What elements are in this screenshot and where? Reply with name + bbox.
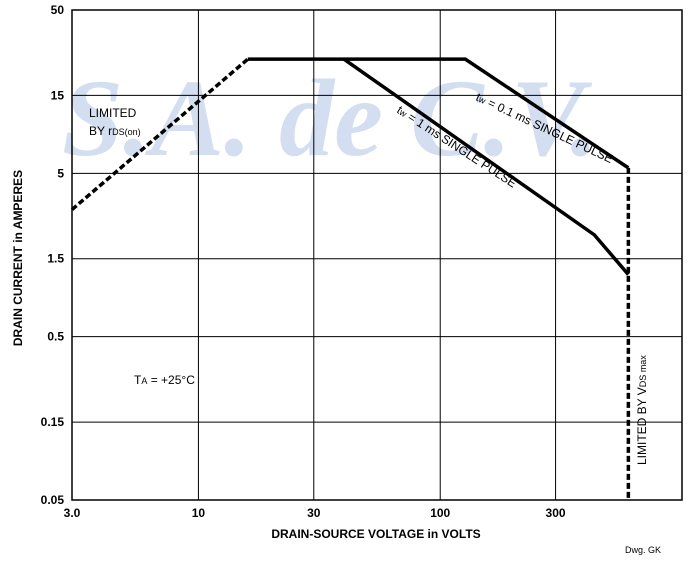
annotation: LIMITED	[89, 106, 137, 120]
annotation-part: t	[474, 90, 484, 104]
annotation-part: t	[394, 103, 405, 117]
y-tick-label: 15	[51, 88, 65, 102]
x-tick-label: 30	[307, 506, 321, 520]
annotation-part: BY r	[89, 124, 112, 138]
annotation-sub: A	[141, 376, 147, 386]
annotation-sub: w	[476, 94, 487, 106]
x-axis-label: DRAIN-SOURCE VOLTAGE in VOLTS	[271, 527, 480, 541]
x-tick-label: 10	[192, 506, 206, 520]
annotation: BY rDS(on)	[89, 124, 141, 138]
y-tick-label: 5	[57, 166, 64, 180]
x-tick-label: 300	[546, 506, 566, 520]
y-tick-label: 50	[51, 3, 65, 17]
x-tick-label: 100	[430, 506, 450, 520]
annotation-part: LIMITED BY V	[635, 387, 649, 465]
annotation-sub: DS(on)	[112, 127, 141, 137]
series-line	[70, 57, 249, 211]
series-line	[342, 57, 630, 276]
plot-area: 0.05 0.15 0.5 1.5 5 15 50 3.0 10 30 100 300	[41, 3, 683, 520]
x-tick-label: 3.0	[64, 506, 81, 520]
series-line	[247, 57, 630, 170]
annotation: TA = +25°C	[134, 373, 195, 387]
annotation: LIMITED BY VDS max	[635, 355, 649, 465]
annotation-sub: DS max	[638, 355, 648, 388]
y-tick-label: 0.5	[47, 330, 64, 344]
drawing-id: Dwg. GK	[625, 545, 661, 555]
y-tick-label: 0.15	[41, 415, 65, 429]
plot-border	[71, 9, 683, 501]
watermark: S.A. de C.V.	[62, 57, 598, 179]
y-axis-label: DRAIN CURRENT in AMPERES	[11, 170, 25, 346]
y-tick-label: 1.5	[47, 252, 64, 266]
annotation-part: = +25°C	[147, 373, 195, 387]
annotation-part: T	[134, 373, 142, 387]
y-tick-label: 0.05	[41, 493, 65, 507]
